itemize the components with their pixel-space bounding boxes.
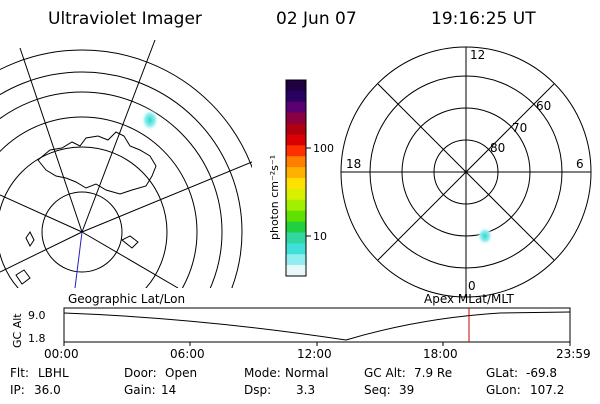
island-outline-3 — [15, 269, 31, 285]
colorbar-segment — [286, 232, 306, 244]
meridian-6 — [0, 231, 83, 273]
meridian-1 — [0, 194, 83, 233]
timeline-xtick-1: 06:00 — [170, 347, 205, 361]
mlt-diagonal-2 — [377, 83, 555, 261]
status-ip-key: IP: — [10, 383, 25, 397]
mlt-label-12: 12 — [470, 48, 485, 62]
status-glat-key: GLat: — [486, 366, 518, 380]
timeline-xtick-0: 00:00 — [44, 347, 79, 361]
status-dsp-key: Dsp: — [244, 383, 271, 397]
colorbar-segment — [286, 199, 306, 212]
altitude-curve — [63, 311, 571, 341]
date-label: 02 Jun 07 — [276, 9, 357, 29]
colorbar-segment — [286, 134, 306, 146]
status-dsp-value: 3.3 — [296, 383, 315, 397]
geographic-map — [0, 39, 252, 288]
status-ip-value: 36.0 — [34, 383, 61, 397]
status-flt-value: LBHL — [38, 366, 69, 380]
lat-circle-5 — [0, 71, 243, 288]
colorbar-segment — [286, 167, 306, 179]
polar-caption: Apex MLat/MLT — [424, 292, 514, 306]
colorbar-segment — [286, 254, 306, 266]
timeline-xtick-4: 23:59 — [556, 347, 591, 361]
status-mode-key: Mode: — [244, 366, 281, 380]
colorbar-segment — [286, 243, 306, 255]
page-title: Ultraviolet Imager — [48, 9, 202, 29]
status-glon-value: 107.2 — [530, 383, 564, 397]
status-door-value: Open — [165, 366, 197, 380]
colorbar-segment — [286, 90, 306, 103]
status-gain-value: 14 — [161, 383, 176, 397]
lat-circle-2 — [0, 146, 168, 288]
timeline-xtick-2: 12:00 — [297, 347, 332, 361]
lat-circle-4 — [0, 91, 223, 288]
colorbar-unit-label: photon cm⁻²s⁻¹ — [268, 155, 281, 240]
meridian-2 — [19, 47, 83, 233]
status-gcalt-key: GC Alt: — [364, 366, 406, 380]
colorbar-segment — [286, 80, 306, 92]
status-glon-key: GLon: — [486, 383, 521, 397]
mlat-label-80: 80 — [490, 141, 505, 155]
timeline-xtick-3: 18:00 — [423, 347, 458, 361]
status-gcalt-value: 7.9 Re — [414, 366, 452, 380]
aurora-patch-geo — [141, 109, 159, 131]
colorbar-frame — [285, 79, 307, 277]
aurora-patch-polar — [477, 227, 493, 245]
lat-circle-3 — [0, 116, 198, 288]
colorbar-segment — [286, 101, 306, 114]
status-mode-value: Normal — [285, 366, 328, 380]
polar-plot — [340, 46, 592, 298]
island-outline — [121, 235, 139, 249]
lat-circle-1 — [41, 191, 123, 273]
colorbar — [286, 80, 306, 277]
meridian-5 — [81, 231, 179, 288]
lat-circle-6 — [0, 49, 252, 169]
mlat-label-60: 60 — [536, 99, 551, 113]
mlt-label-0: 0 — [468, 279, 476, 293]
mlt-label-6: 6 — [576, 157, 584, 171]
status-door-key: Door: — [124, 366, 157, 380]
timeline-ytick-top: 9.0 — [28, 309, 46, 322]
mlat-label-70: 70 — [512, 121, 527, 135]
status-seq-value: 39 — [399, 383, 414, 397]
meridian-3 — [81, 39, 156, 233]
island-outline-2 — [25, 231, 35, 247]
colorbar-segment — [286, 265, 306, 277]
terminator-line — [74, 231, 83, 288]
time-label: 19:16:25 UT — [431, 9, 536, 29]
mlt-label-18: 18 — [346, 157, 361, 171]
colorbar-segment — [286, 112, 306, 125]
colorbar-segment — [286, 188, 306, 201]
colorbar-tick-10: 10 — [313, 230, 327, 243]
colorbar-segment — [286, 145, 306, 157]
colorbar-tick-100: 100 — [313, 142, 334, 155]
status-panel: Flt: LBHL Door: Open Mode: Normal GC Alt… — [10, 366, 564, 397]
status-glat-value: -69.8 — [526, 366, 557, 380]
meridian-4 — [81, 161, 252, 233]
geo-caption: Geographic Lat/Lon — [68, 292, 185, 306]
status-flt-key: Flt: — [10, 366, 29, 380]
colorbar-segment — [286, 178, 306, 190]
timeline-ylabel: GC Alt — [11, 313, 24, 348]
status-gain-key: Gain: — [124, 383, 156, 397]
colorbar-segment — [286, 221, 306, 233]
continent-outline — [37, 131, 157, 195]
colorbar-segment — [286, 123, 306, 135]
status-seq-key: Seq: — [364, 383, 391, 397]
colorbar-segment — [286, 156, 306, 168]
colorbar-segment — [286, 210, 306, 223]
altitude-timeline — [63, 307, 571, 346]
timeline-ytick-bottom: 1.8 — [28, 332, 46, 345]
